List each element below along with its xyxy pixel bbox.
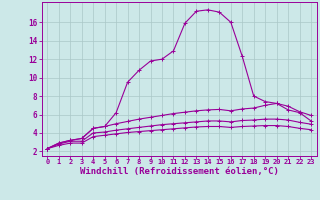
X-axis label: Windchill (Refroidissement éolien,°C): Windchill (Refroidissement éolien,°C): [80, 167, 279, 176]
